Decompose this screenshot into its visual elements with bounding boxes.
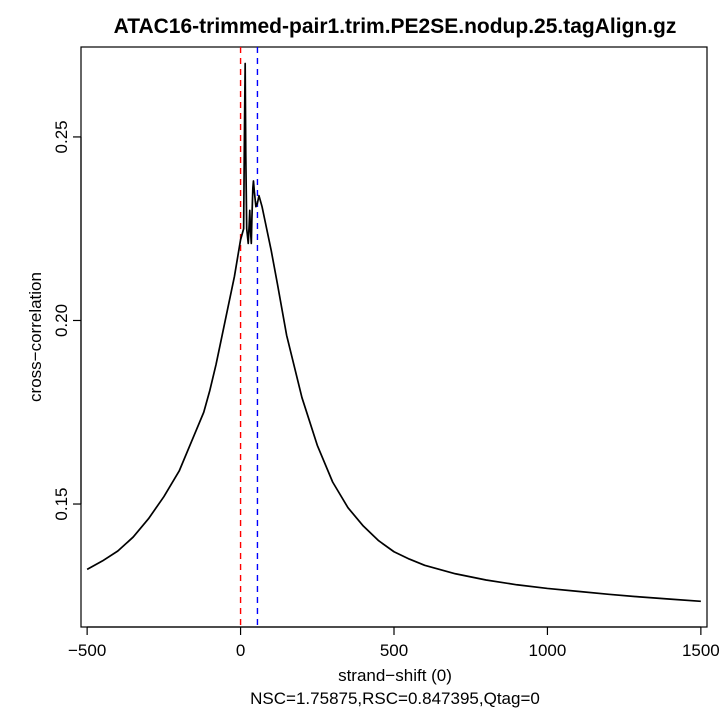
y-tick-label: 0.20 (52, 304, 71, 337)
y-axis-label: cross−correlation (26, 272, 45, 402)
x-tick-label: 500 (380, 641, 408, 660)
x-tick-label: −500 (68, 641, 106, 660)
chart-title: ATAC16-trimmed-pair1.trim.PE2SE.nodup.25… (114, 15, 677, 38)
x-axis: −500 0 500 1000 1500 (68, 626, 720, 660)
y-tick-label: 0.15 (52, 487, 71, 520)
vertical-reference-lines (239, 47, 259, 627)
y-axis: 0.15 0.20 0.25 (52, 120, 82, 521)
x-tick-label: 1500 (682, 641, 720, 660)
x-axis-label: strand−shift (0) (338, 666, 452, 685)
x-tick-label: 0 (236, 641, 245, 660)
chart-subtitle: NSC=1.75875,RSC=0.847395,Qtag=0 (250, 689, 540, 708)
x-tick-label: 1000 (529, 641, 567, 660)
y-tick-label: 0.25 (52, 120, 71, 153)
series-line-cross-correlation (86, 62, 701, 603)
